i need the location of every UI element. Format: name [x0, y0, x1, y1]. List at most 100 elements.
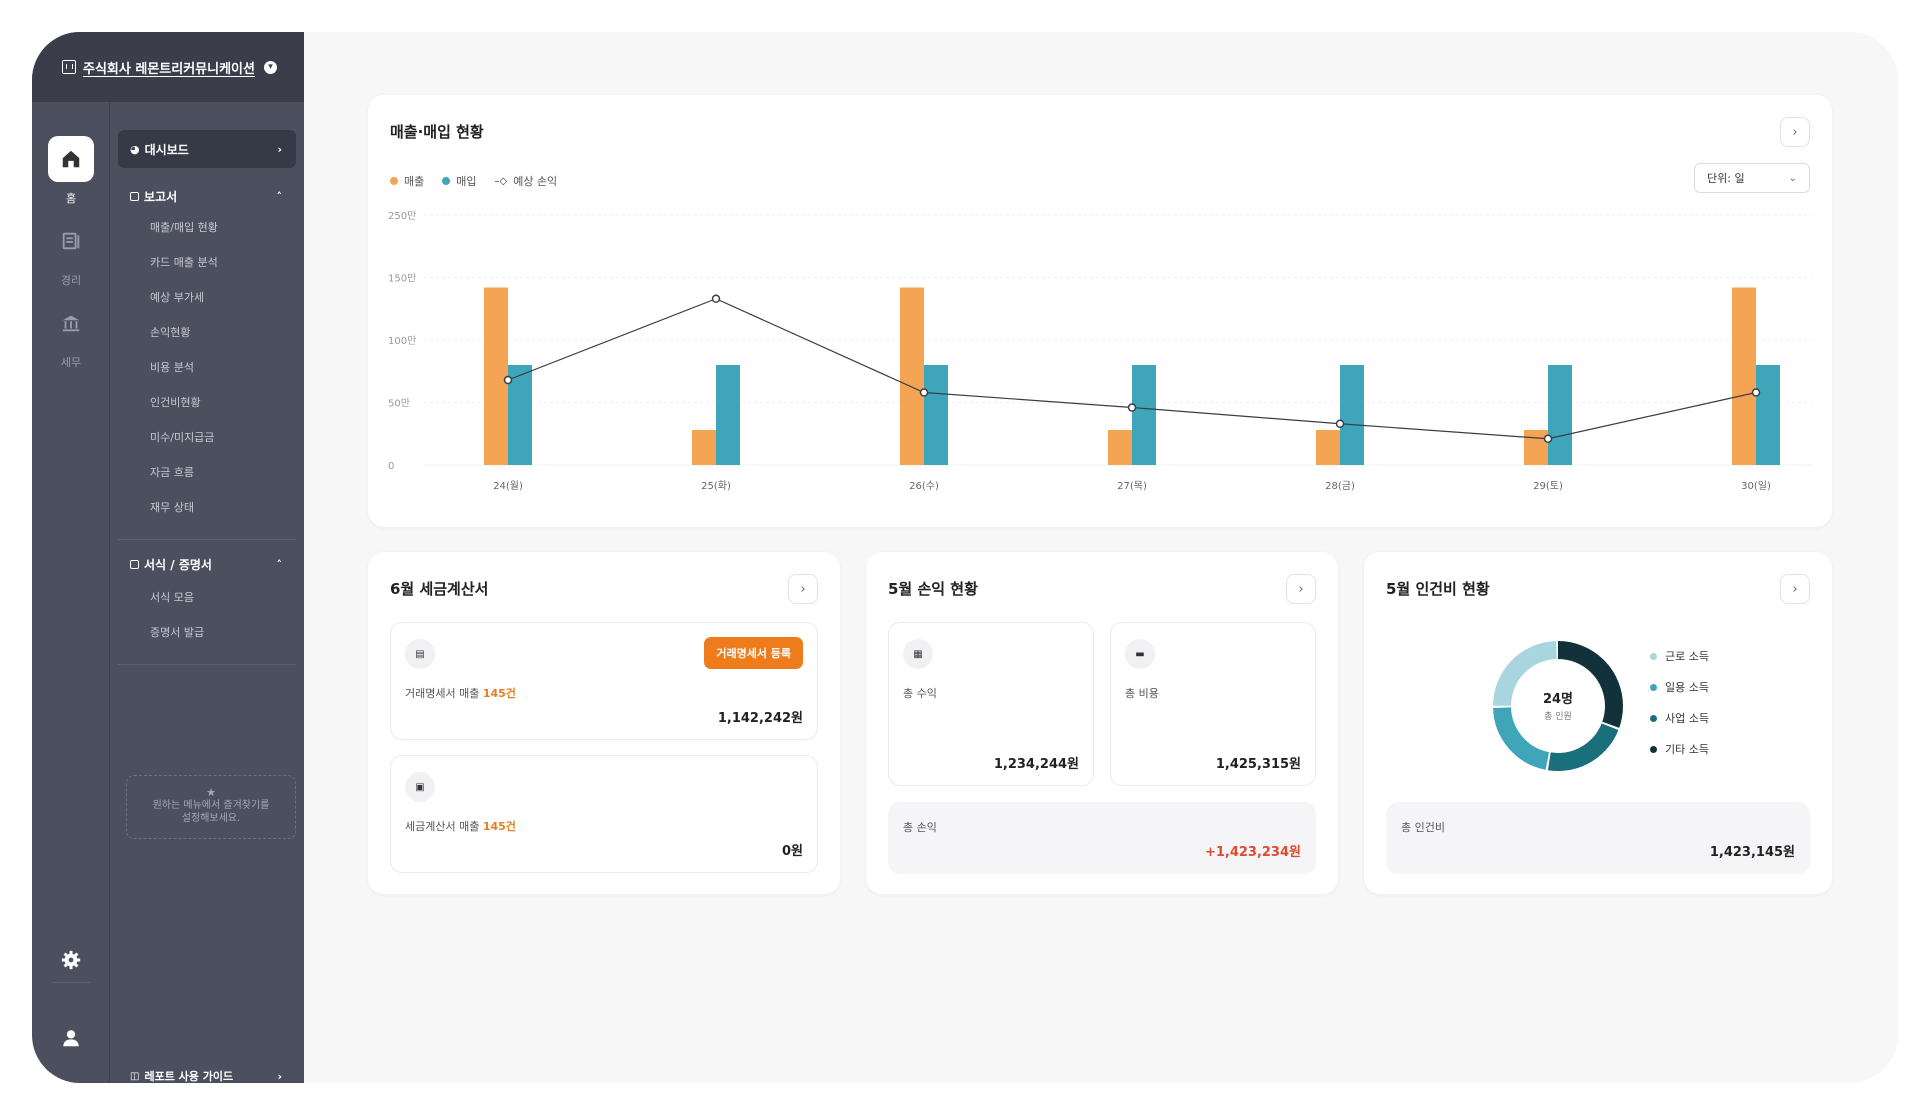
invoice-label-text: 세금계산서 매출	[405, 820, 480, 833]
settings-button[interactable]	[32, 937, 110, 991]
bar-sales	[1316, 430, 1340, 465]
statement-count: 145건	[482, 687, 516, 700]
dashboard-icon: ◕	[130, 142, 140, 156]
donut-center-value: 24명	[1542, 692, 1574, 707]
document-icon: ▤	[405, 639, 435, 669]
icon-rail: 홈 경리 세무	[32, 102, 110, 1083]
bank-icon	[48, 300, 94, 346]
bar-purchase	[716, 365, 740, 465]
sidebar-menu: ◕ 대시보드 › 보고서 ˄ 매출/매입 현황 카드 매출 분석 예상 부가세 …	[118, 102, 304, 1083]
legend-label: 매입	[456, 175, 477, 188]
cost-label: 총 비용	[1125, 687, 1159, 700]
x-tick-label: 30(일)	[1741, 480, 1771, 492]
y-tick-label: 250만	[388, 210, 416, 222]
rail-item-ledger[interactable]: 경리	[32, 218, 110, 288]
menu-item-form-1[interactable]: 증명서 발급	[150, 626, 205, 639]
bar-purchase	[1132, 365, 1156, 465]
menu-item-report-3[interactable]: 손익현황	[150, 326, 191, 339]
legend-label: 예상 손익	[513, 175, 558, 188]
menu-item-form-0[interactable]: 서식 모음	[150, 591, 194, 604]
chevron-down-icon: ⌄	[1788, 172, 1797, 184]
revenue-amount: 1,234,244원	[993, 757, 1079, 772]
rail-item-home[interactable]: 홈	[32, 136, 110, 206]
labor-legend-item: 사업 소득	[1650, 710, 1709, 726]
chevron-right-icon: ›	[1792, 124, 1798, 140]
y-tick-label: 0	[388, 461, 394, 472]
home-icon	[48, 136, 94, 182]
profit-box: 총 손익 +1,423,234원	[888, 802, 1316, 874]
menu-label-dashboard: 대시보드	[144, 142, 189, 157]
point-profit	[1543, 434, 1553, 443]
statement-sales-label: 거래명세서 매출 145건	[405, 685, 516, 701]
legend-label: 사업 소득	[1665, 712, 1709, 725]
labor-donut-chart	[1493, 641, 1623, 771]
menu-section-forms[interactable]: 서식 / 증명서 ˄	[118, 554, 296, 574]
menu-label-forms: 서식 / 증명서	[144, 557, 212, 572]
user-icon	[48, 1015, 94, 1061]
chevron-right-icon: ›	[277, 142, 282, 156]
point-profit	[503, 375, 513, 385]
statement-amount: 1,142,242원	[717, 711, 803, 726]
x-tick-label: 28(금)	[1325, 480, 1355, 492]
pl-card-more-button[interactable]: ›	[1286, 574, 1316, 604]
menu-item-report-7[interactable]: 자금 흐름	[150, 466, 194, 479]
labor-total-box: 총 인건비 1,423,145원	[1386, 802, 1810, 874]
labor-cost-card: 5월 인건비 현황 › 24명 총 인원 근로 소득 일용 소득 사업 소득 기…	[1364, 552, 1832, 894]
chevron-up-icon: ˄	[276, 557, 283, 571]
legend-swatch	[1650, 683, 1657, 691]
bar-sales	[1108, 430, 1132, 465]
company-selector[interactable]: 주식회사 레몬트리커뮤니케이션 ▾	[32, 32, 304, 102]
labor-card-more-button[interactable]: ›	[1780, 574, 1810, 604]
menu-item-guide[interactable]: ◫ 레포트 사용 가이드 ›	[118, 1068, 296, 1084]
x-tick-label: 29(토)	[1533, 481, 1563, 492]
menu-item-report-2[interactable]: 예상 부가세	[150, 291, 205, 304]
labor-legend-item: 일용 소득	[1650, 679, 1709, 695]
tax-card-more-button[interactable]: ›	[788, 574, 818, 604]
menu-item-report-6[interactable]: 미수/미지급금	[150, 431, 215, 444]
donut-center: 24명 총 인원	[1488, 688, 1628, 722]
y-tick-label: 150만	[388, 273, 416, 285]
menu-divider	[118, 664, 296, 665]
unit-select[interactable]: 단위: 일 ⌄	[1694, 163, 1810, 193]
cost-amount: 1,425,315원	[1215, 757, 1301, 772]
point-profit	[1127, 403, 1137, 412]
menu-item-report-4[interactable]: 비용 분석	[150, 361, 194, 374]
menu-item-report-5[interactable]: 인건비현황	[150, 396, 201, 409]
sales-card-more-button[interactable]: ›	[1780, 117, 1810, 147]
pl-card-title: 5월 손익 현황	[888, 580, 978, 598]
donut-center-label: 총 인원	[1544, 712, 1572, 722]
rail-item-tax[interactable]: 세무	[32, 300, 110, 370]
rail-label-ledger: 경리	[60, 274, 82, 287]
chevron-right-icon: ›	[277, 1069, 282, 1083]
bar-sales	[1524, 430, 1548, 465]
legend-label: 기타 소득	[1665, 743, 1709, 756]
legend-swatch	[1650, 745, 1657, 753]
bar-purchase	[924, 365, 948, 465]
report-icon	[130, 191, 139, 201]
x-tick-label: 24(월)	[493, 480, 523, 492]
invoice-sales-label: 세금계산서 매출 145건	[405, 818, 516, 834]
menu-item-report-1[interactable]: 카드 매출 분석	[150, 256, 218, 269]
legend-item-purchase: 매입	[442, 173, 477, 189]
company-name: 주식회사 레몬트리커뮤니케이션	[83, 61, 255, 77]
form-icon	[130, 559, 139, 569]
money-icon: ▦	[903, 639, 933, 669]
revenue-box: ▦ 총 수익 1,234,244원	[888, 622, 1094, 786]
profile-button[interactable]	[32, 1015, 110, 1069]
card-icon: ▬	[1125, 639, 1155, 669]
legend-swatch	[1650, 652, 1657, 660]
chart-legend: 매출 매입 –◇ 예상 손익	[390, 173, 557, 189]
sidebar: 주식회사 레몬트리커뮤니케이션 ▾ 홈 경리 세무	[32, 32, 304, 1083]
bar-sales	[692, 430, 716, 465]
rail-label-home: 홈	[65, 192, 77, 205]
app-window: 주식회사 레몬트리커뮤니케이션 ▾ 홈 경리 세무	[32, 32, 1898, 1083]
donut-segment	[1493, 641, 1623, 771]
menu-section-reports[interactable]: 보고서 ˄	[118, 186, 296, 206]
rail-label-tax: 세무	[60, 356, 82, 369]
menu-item-report-0[interactable]: 매출/매입 현황	[150, 221, 218, 234]
register-statement-button[interactable]: 거래명세서 등록	[704, 637, 803, 669]
invoice-amount: 0원	[781, 844, 803, 859]
cost-box: ▬ 총 비용 1,425,315원	[1110, 622, 1316, 786]
menu-item-dashboard[interactable]: ◕ 대시보드 ›	[118, 130, 296, 168]
menu-item-report-8[interactable]: 재무 상태	[150, 501, 194, 514]
